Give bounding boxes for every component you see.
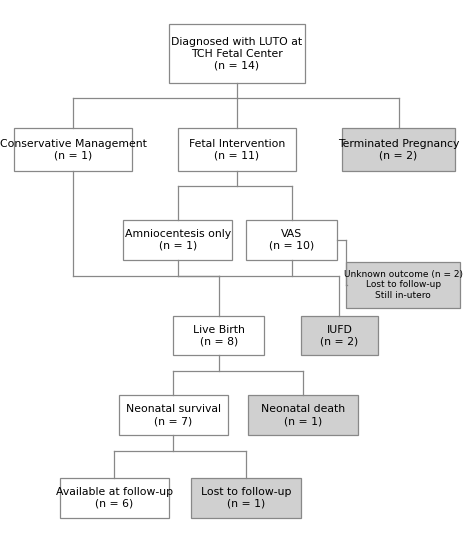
Text: Fetal Intervention
(n = 11): Fetal Intervention (n = 11): [189, 138, 285, 160]
Text: Conservative Management
(n = 1): Conservative Management (n = 1): [0, 138, 146, 160]
Text: Unknown outcome (n = 2)
Lost to follow-up
Still in-utero: Unknown outcome (n = 2) Lost to follow-u…: [344, 270, 463, 300]
FancyBboxPatch shape: [169, 24, 305, 83]
FancyBboxPatch shape: [178, 128, 296, 171]
FancyBboxPatch shape: [14, 128, 132, 171]
FancyBboxPatch shape: [248, 396, 357, 435]
Text: Live Birth
(n = 8): Live Birth (n = 8): [193, 325, 245, 346]
Text: Amniocentesis only
(n = 1): Amniocentesis only (n = 1): [125, 229, 231, 250]
Text: Neonatal survival
(n = 7): Neonatal survival (n = 7): [126, 404, 221, 426]
FancyBboxPatch shape: [60, 478, 169, 517]
Text: IUFD
(n = 2): IUFD (n = 2): [320, 325, 358, 346]
FancyBboxPatch shape: [346, 263, 460, 307]
Text: Available at follow-up
(n = 6): Available at follow-up (n = 6): [55, 487, 173, 509]
Text: Lost to follow-up
(n = 1): Lost to follow-up (n = 1): [201, 487, 292, 509]
Text: Diagnosed with LUTO at
TCH Fetal Center
(n = 14): Diagnosed with LUTO at TCH Fetal Center …: [172, 37, 302, 70]
FancyBboxPatch shape: [246, 220, 337, 260]
FancyBboxPatch shape: [118, 396, 228, 435]
Text: VAS
(n = 10): VAS (n = 10): [269, 229, 314, 250]
FancyBboxPatch shape: [191, 478, 301, 517]
FancyBboxPatch shape: [342, 128, 456, 171]
FancyBboxPatch shape: [301, 316, 378, 356]
FancyBboxPatch shape: [123, 220, 232, 260]
Text: Neonatal death
(n = 1): Neonatal death (n = 1): [261, 404, 345, 426]
Text: Terminated Pregnancy
(n = 2): Terminated Pregnancy (n = 2): [338, 138, 459, 160]
FancyBboxPatch shape: [173, 316, 264, 356]
